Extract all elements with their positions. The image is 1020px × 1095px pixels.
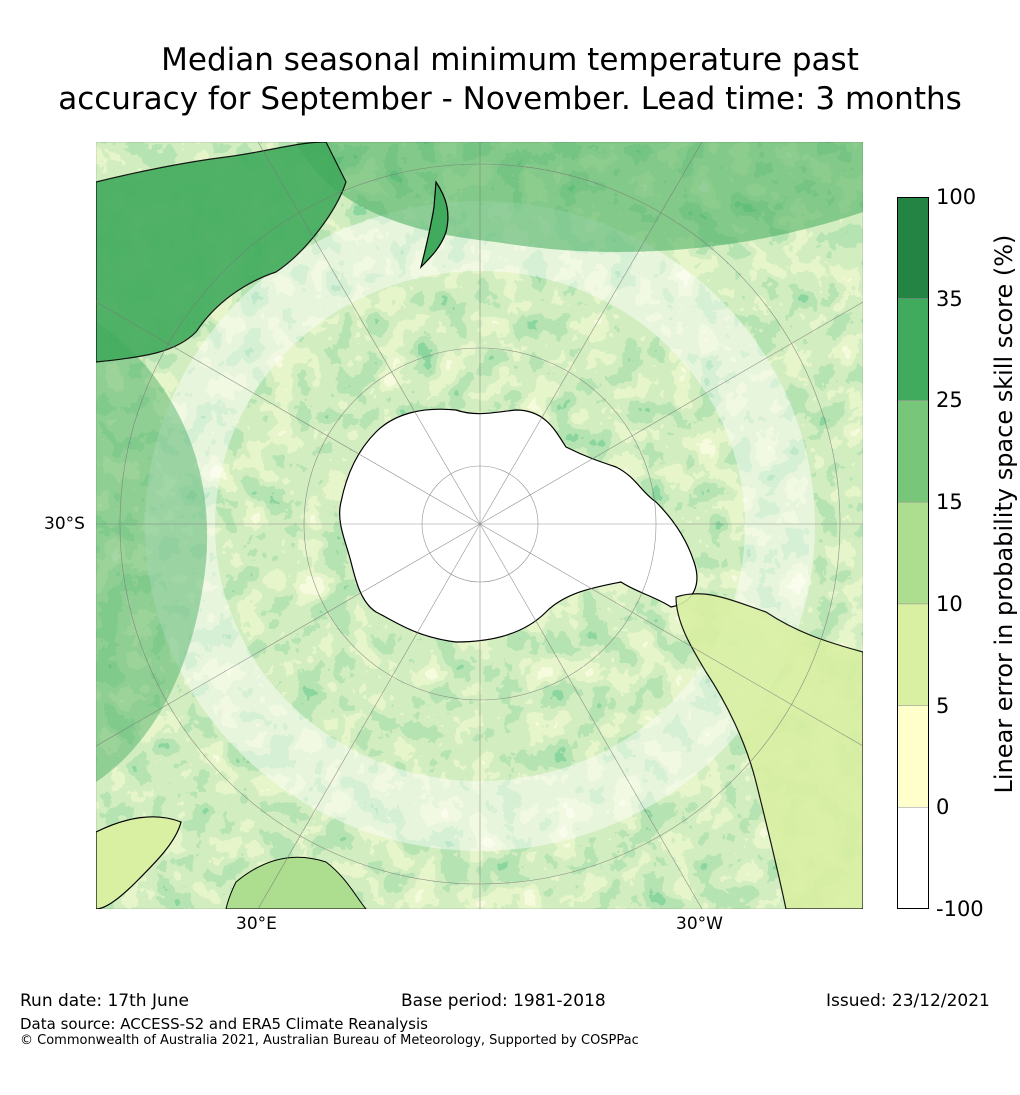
- antarctica: [339, 408, 698, 643]
- colorbar-tick-label: -100: [936, 897, 984, 921]
- colorbar-tick-label: 25: [936, 388, 963, 413]
- madagascar: [225, 856, 367, 909]
- colorbar-tick-label: 5: [936, 693, 950, 718]
- colorbar-label: Linear error in probability space skill …: [990, 234, 1018, 794]
- colorbar: [897, 197, 929, 909]
- south-america: [675, 593, 863, 909]
- lat-label-30s: 30°S: [44, 514, 85, 534]
- base-period: Base period: 1981-2018: [401, 991, 606, 1011]
- lon-label-30w: 30°W: [676, 914, 723, 934]
- colorbar-bin: [897, 197, 929, 299]
- australia: [96, 142, 347, 363]
- colorbar-bin: [897, 400, 929, 503]
- colorbar-bin: [897, 298, 929, 401]
- lon-label-30e: 30°E: [236, 914, 277, 934]
- high-skill-west: [96, 322, 208, 782]
- colorbar-tick-label: 35: [936, 286, 963, 311]
- issued-date: Issued: 23/12/2021: [826, 991, 990, 1011]
- colorbar-tick-label: 0: [936, 795, 950, 820]
- run-date: Run date: 17th June: [20, 991, 189, 1011]
- new-zealand: [419, 180, 449, 269]
- map-title-line-1: Median seasonal minimum temperature past: [161, 42, 859, 78]
- colorbar-bin: [897, 705, 929, 808]
- colorbar-tick-label: 15: [936, 490, 963, 515]
- colorbar-tick-label: 100: [936, 185, 977, 209]
- colorbar-bin: [897, 807, 929, 909]
- colorbar-bin: [897, 501, 929, 605]
- copyright: © Commonwealth of Australia 2021, Austra…: [20, 1033, 639, 1048]
- data-source: Data source: ACCESS-S2 and ERA5 Climate …: [20, 1015, 428, 1033]
- graticule: [96, 142, 863, 909]
- map-title-line-2: accuracy for September - November. Lead …: [58, 81, 962, 117]
- colorbar-bin: [897, 603, 929, 706]
- africa-tip: [96, 816, 182, 909]
- skill-score-map: [96, 142, 863, 909]
- colorbar-tick-label: 10: [936, 591, 963, 616]
